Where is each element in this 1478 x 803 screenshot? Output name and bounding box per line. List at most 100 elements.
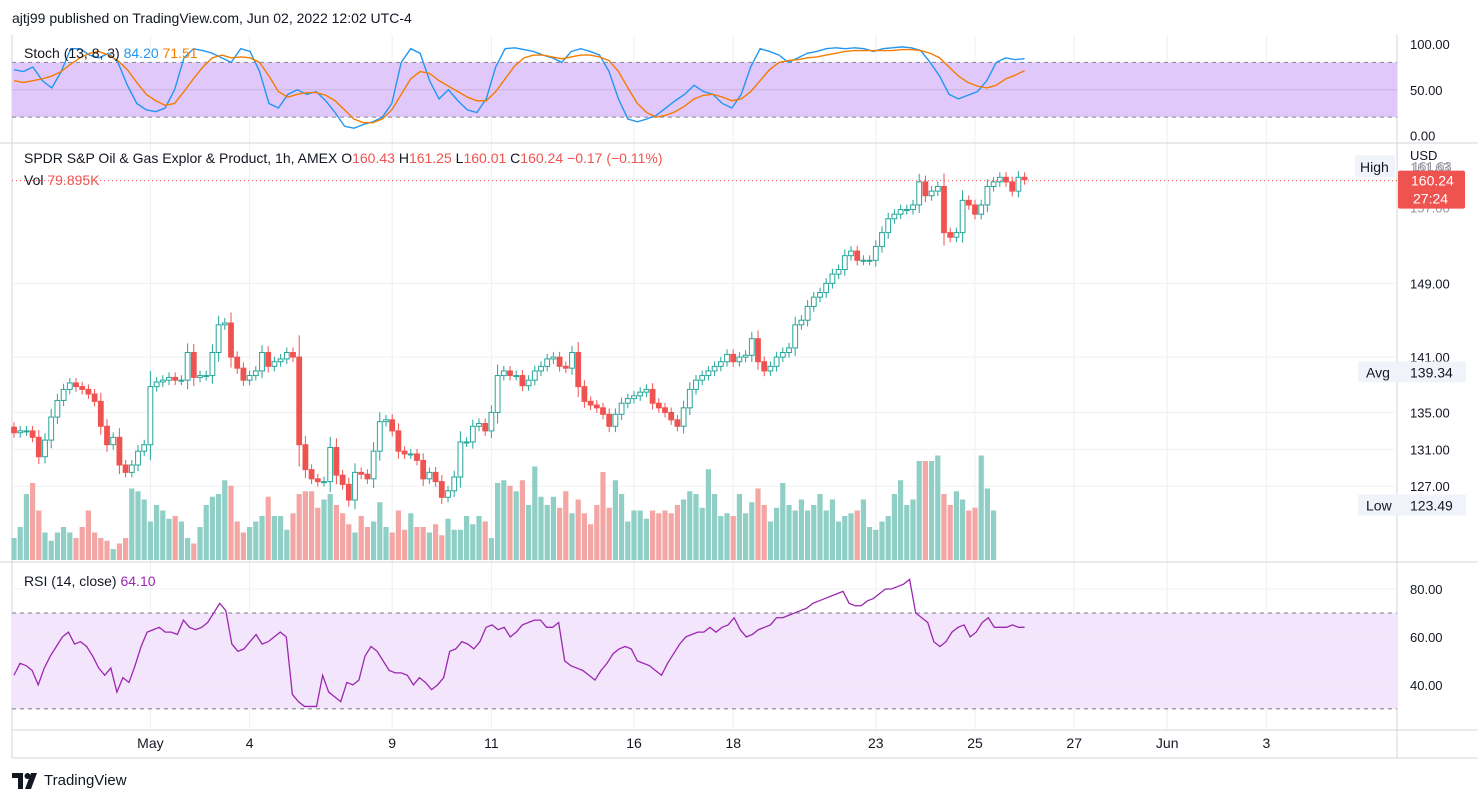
low-label: L [456,150,464,166]
candle-up [612,413,619,427]
candle-up [748,338,755,356]
volume-bar [916,461,922,560]
volume-bar [476,516,482,560]
volume-bar [947,505,953,560]
volume-bar [358,516,364,560]
low-value: 160.01 [463,150,510,166]
candle-up [860,259,867,262]
time-axis-label: 25 [967,735,983,751]
volume-bar [185,538,191,560]
volume-bar [767,521,773,560]
time-axis-label: 4 [246,735,254,751]
candle-down [662,407,668,413]
change-value: −0.17 (−0.11%) [567,150,662,166]
time-axis-label: 11 [484,735,499,751]
price-tick-label: 131.00 [1410,442,1450,457]
candle-up [693,379,699,390]
volume-bar [606,507,612,560]
candle-up [42,439,48,458]
volume-bar [408,513,414,560]
volume-bar [736,494,742,560]
candle-up [221,322,228,326]
candle-up [166,376,172,381]
volume-bar [501,480,507,560]
candle-down [401,450,408,455]
candle-up [463,441,470,444]
candle-up [631,395,637,400]
stoch-k-value: 84.20 [124,45,163,61]
volume-bar [904,505,910,560]
candle-up [469,425,476,443]
candle-down [600,407,606,415]
high-marker-label: High [1360,159,1389,175]
volume-bar [377,502,383,560]
candle-up [618,402,625,415]
candle-up [488,411,495,432]
candle-down [345,483,352,501]
volume-bar [383,527,389,560]
volume-bar [333,505,339,560]
last-price-badge [1398,170,1465,209]
candle-up [513,375,520,378]
volume-bar [147,521,153,560]
candle-down [581,386,588,402]
candle-up [984,186,991,206]
tradingview-logo[interactable]: TradingView [12,772,127,789]
volume-bar [978,455,984,560]
candle-down [649,388,656,404]
candle-up [407,453,414,456]
candle-up [742,354,749,358]
volume-bar [829,499,835,560]
volume-bar [581,513,587,560]
candle-down [85,388,92,395]
volume-bar [891,494,897,560]
candle-up [457,441,464,478]
low-marker-value: 123.49 [1410,498,1453,514]
candle-down [364,473,371,480]
candle-down [606,413,613,427]
volume-bar [116,543,122,560]
candle-up [798,319,805,326]
candle-down [562,365,569,369]
volume-bar [42,532,48,560]
volume-bar [222,480,228,560]
candle-up [773,356,780,367]
volume-bar [253,521,259,560]
low-marker-label: Low [1366,498,1393,514]
volume-bar [67,532,73,560]
rsi-line [13,578,1025,708]
candle-down [308,469,315,480]
candle-up [767,365,774,372]
candle-up [128,464,135,473]
volume-bar [17,527,23,560]
candle-down [240,367,247,381]
stoch-legend: Stoch (13, 8, 3) 84.20 71.51 [24,45,198,61]
volume-bar [36,510,42,560]
volume-bar [526,505,532,560]
stoch-title: Stoch (13, 8, 3) [24,45,124,61]
rsi-tick-label: 80.00 [1410,582,1443,597]
time-axis-label: 18 [725,735,741,751]
stoch-tick-label: 100.00 [1410,37,1450,52]
candle-up [203,375,210,378]
volume-bar [309,491,315,560]
volume-bar [340,513,346,560]
candle-up [953,232,960,238]
candle-up [810,296,817,307]
volume-bar [92,532,98,560]
volume-bar [464,516,470,560]
candle-down [761,361,768,372]
volume-bar [935,455,941,560]
volume-bar [327,494,333,560]
volume-bar [197,527,203,560]
candle-down [358,471,365,475]
avg-marker-label: Avg [1366,364,1390,380]
candle-up [476,423,482,427]
volume-bar [135,491,141,560]
candle-up [717,361,724,367]
volume-bar [842,516,848,560]
publish-line: ajtj99 published on TradingView.com, Jun… [12,10,412,26]
volume-bar [761,505,767,560]
time-axis-label: 9 [388,735,396,751]
